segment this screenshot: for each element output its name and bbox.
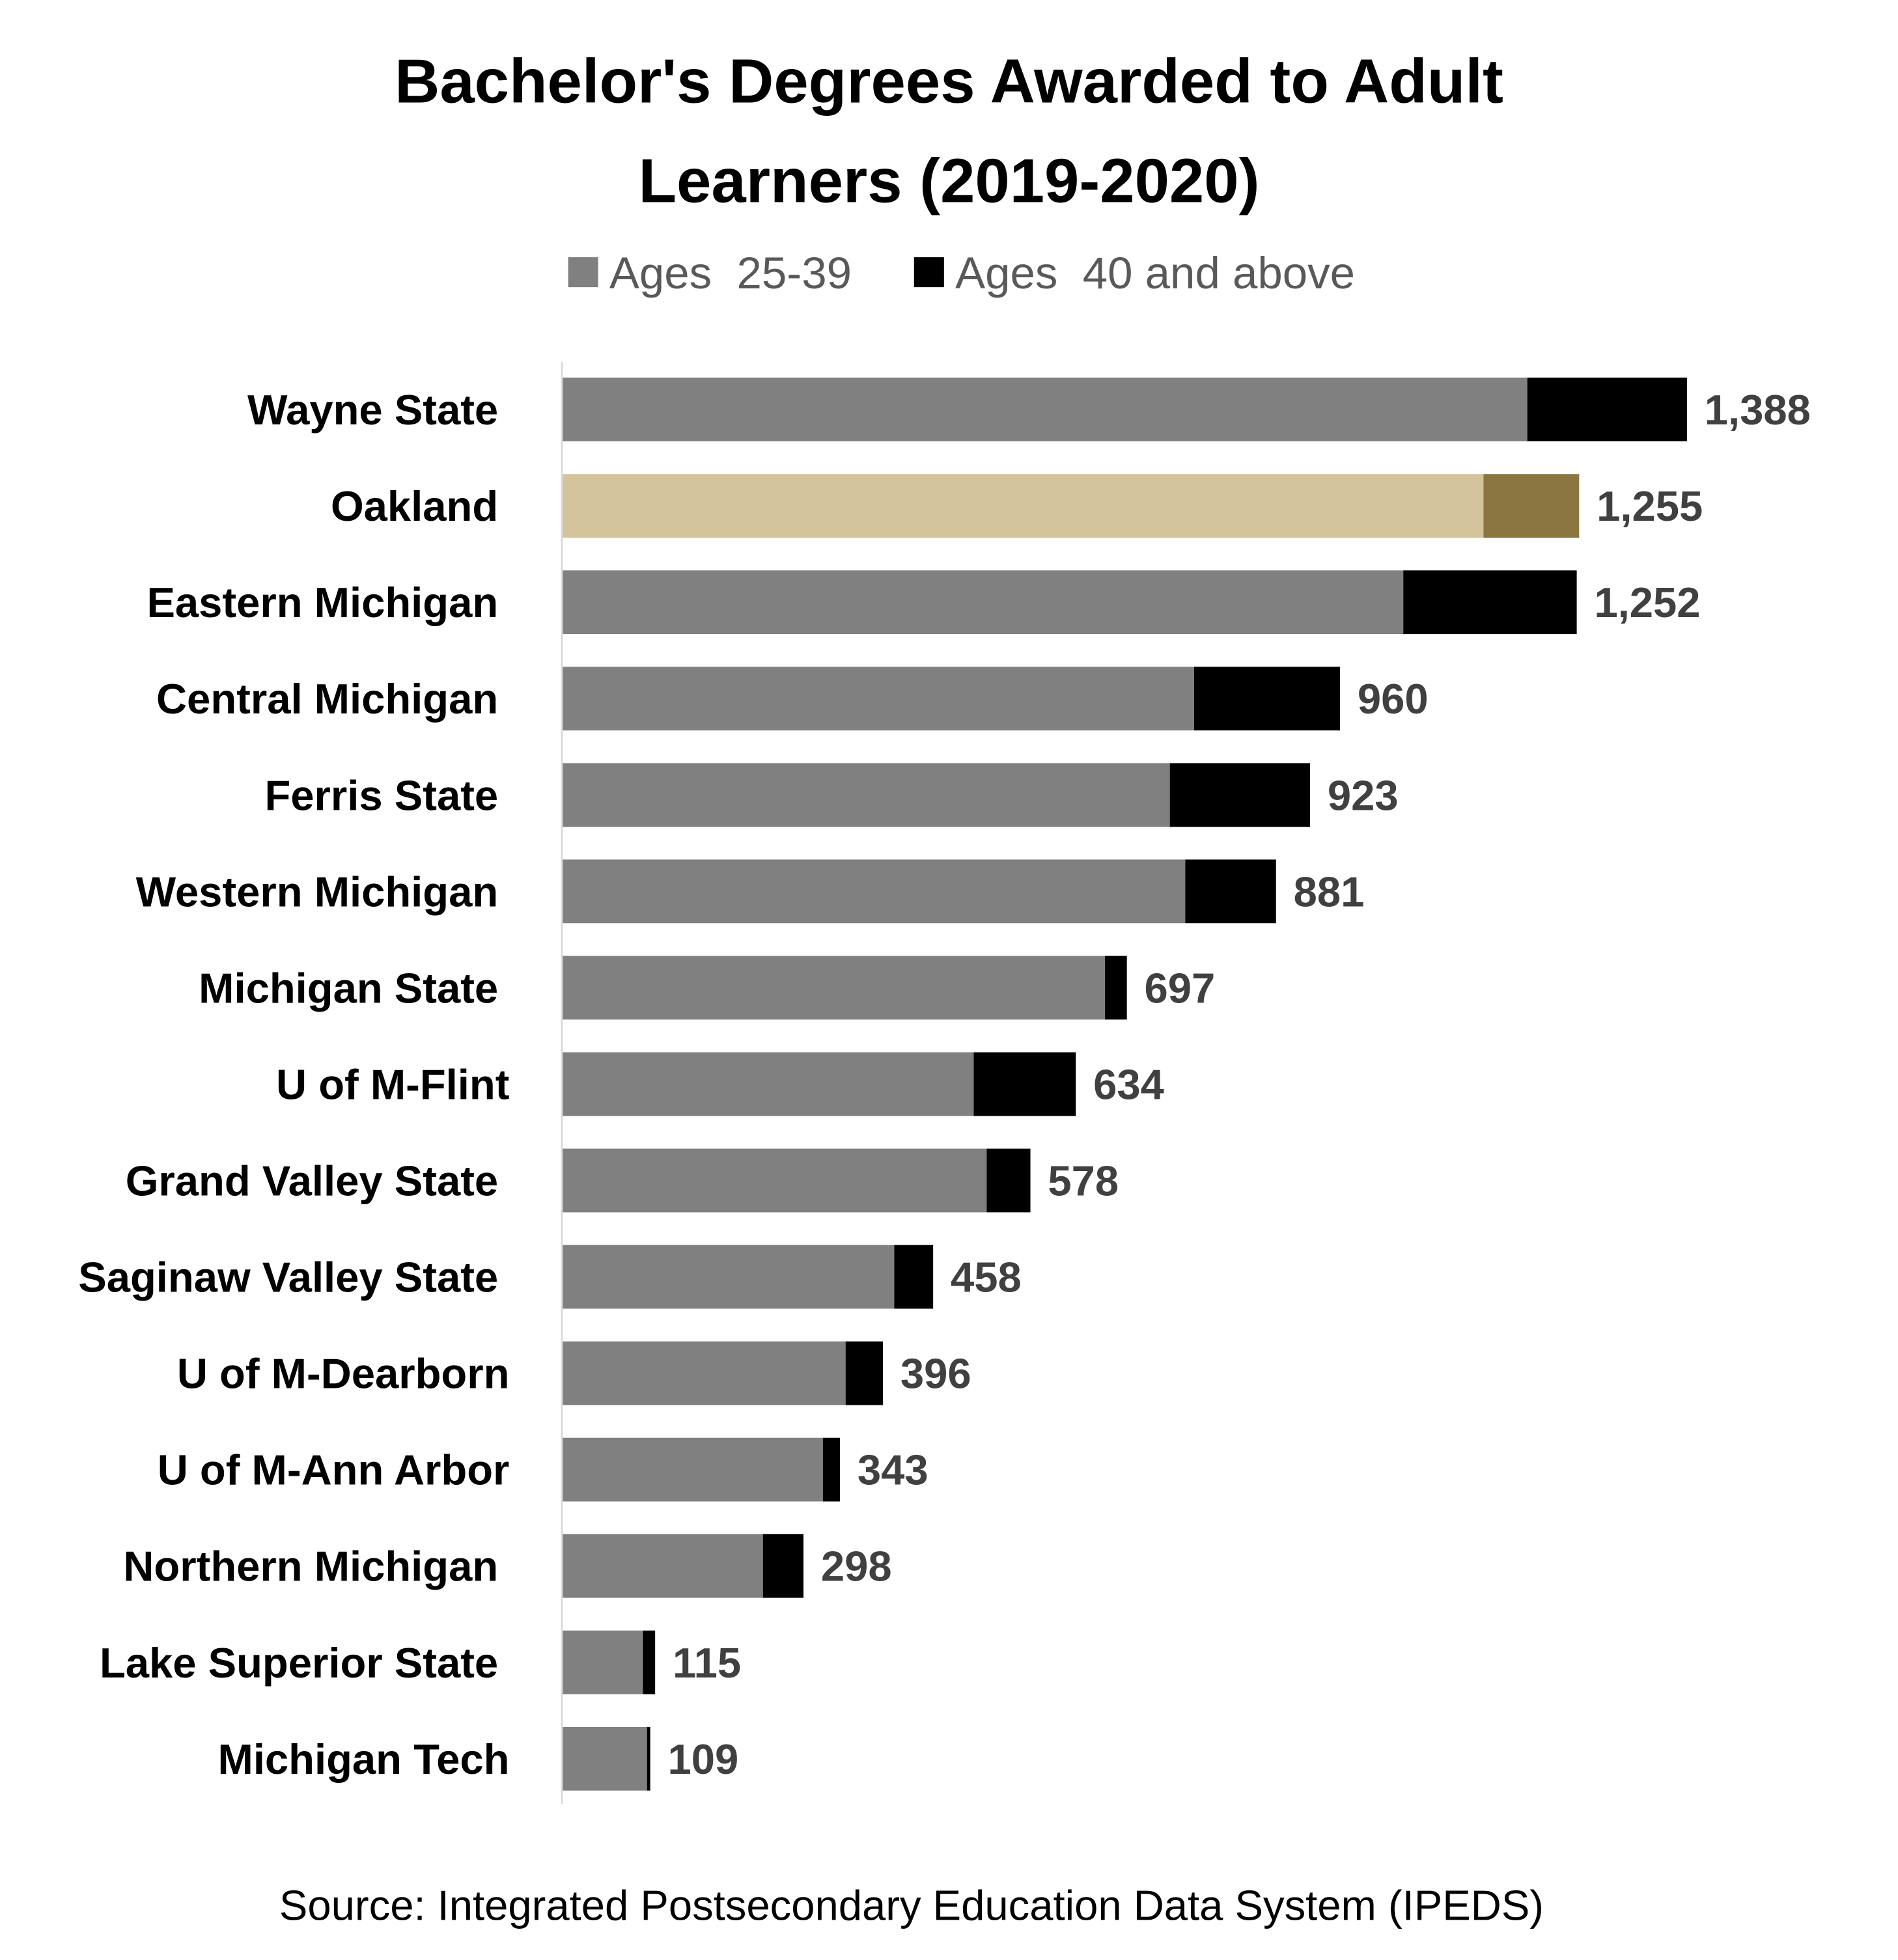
bar-lake-superior-state-ages-40-above <box>643 1630 656 1694</box>
value-label-ferris-state: 923 <box>1328 771 1399 819</box>
value-label-grand-valley-state: 578 <box>1048 1157 1119 1205</box>
chart-title-line-1: Bachelor's Degrees Awarded to Adult <box>395 46 1503 116</box>
value-label-saginaw-valley-state: 458 <box>951 1254 1022 1301</box>
value-label-oakland: 1,255 <box>1597 482 1703 530</box>
legend-swatch-ages-40-above <box>914 257 944 288</box>
bar-u-of-m-flint-ages-40-above <box>973 1052 1076 1116</box>
bar-saginaw-valley-state-ages-40-above <box>894 1245 934 1309</box>
category-label-u-of-m-dearborn: U of M-Dearborn <box>177 1350 510 1398</box>
category-label-michigan-tech: Michigan Tech <box>218 1735 510 1783</box>
bar-u-of-m-ann-arbor-ages-25-39 <box>561 1437 823 1502</box>
bar-western-michigan-ages-25-39 <box>561 859 1186 924</box>
category-label-ferris-state: Ferris State <box>264 771 498 819</box>
value-label-u-of-m-ann-arbor: 343 <box>858 1446 928 1494</box>
value-label-michigan-state: 697 <box>1145 964 1216 1012</box>
category-label-u-of-m-ann-arbor: U of M-Ann Arbor <box>158 1446 510 1494</box>
bar-ferris-state-ages-25-39 <box>561 763 1170 827</box>
value-label-u-of-m-flint: 634 <box>1093 1060 1164 1108</box>
category-label-central-michigan: Central Michigan <box>156 675 498 723</box>
value-label-michigan-tech: 109 <box>668 1735 739 1783</box>
category-label-wayne-state: Wayne State <box>247 386 498 434</box>
chart-title-line-2: Learners (2019-2020) <box>638 146 1259 216</box>
source-note: Source: Integrated Postsecondary Educati… <box>279 1882 1544 1929</box>
legend: Ages 25-39 Ages 40 and above <box>568 248 1355 298</box>
bars: Wayne State 1,388 Oakland 1,255 Eastern Mich… <box>78 378 1811 1791</box>
bar-lake-superior-state-ages-25-39 <box>561 1630 643 1694</box>
category-label-northern-michigan: Northern Michigan <box>123 1543 498 1590</box>
value-label-wayne-state: 1,388 <box>1705 386 1811 434</box>
bar-oakland-ages-40-above <box>1483 474 1580 538</box>
value-label-eastern-michigan: 1,252 <box>1594 579 1700 626</box>
bar-wayne-state-ages-40-above <box>1527 378 1687 441</box>
bar-grand-valley-state-ages-40-above <box>986 1148 1031 1213</box>
bar-central-michigan-ages-40-above <box>1194 667 1341 731</box>
value-label-u-of-m-dearborn: 396 <box>900 1350 971 1398</box>
bar-eastern-michigan-ages-40-above <box>1403 570 1577 635</box>
bar-northern-michigan-ages-25-39 <box>561 1534 763 1598</box>
category-label-eastern-michigan: Eastern Michigan <box>147 579 498 626</box>
value-label-western-michigan: 881 <box>1294 868 1365 915</box>
bar-u-of-m-dearborn-ages-40-above <box>845 1341 883 1405</box>
bar-northern-michigan-ages-40-above <box>762 1534 803 1598</box>
value-label-central-michigan: 960 <box>1358 675 1429 723</box>
bar-central-michigan-ages-25-39 <box>561 667 1195 731</box>
bar-u-of-m-ann-arbor-ages-40-above <box>822 1437 840 1502</box>
bar-michigan-tech-ages-40-above <box>647 1726 650 1791</box>
bar-michigan-state-ages-40-above <box>1105 956 1127 1020</box>
value-label-lake-superior-state: 115 <box>673 1639 741 1687</box>
legend-label-ages-40-above: Ages 40 and above <box>955 248 1355 298</box>
bar-western-michigan-ages-40-above <box>1185 859 1276 924</box>
legend-swatch-ages-25-39 <box>568 257 598 288</box>
bar-ferris-state-ages-40-above <box>1169 763 1311 827</box>
category-label-michigan-state: Michigan State <box>199 964 498 1012</box>
bar-u-of-m-dearborn-ages-25-39 <box>561 1341 846 1405</box>
bar-eastern-michigan-ages-25-39 <box>561 570 1404 635</box>
bar-michigan-tech-ages-25-39 <box>561 1726 647 1791</box>
category-label-saginaw-valley-state: Saginaw Valley State <box>78 1254 498 1301</box>
category-label-u-of-m-flint: U of M-Flint <box>276 1060 509 1108</box>
bar-grand-valley-state-ages-25-39 <box>561 1148 987 1213</box>
bar-michigan-state-ages-25-39 <box>561 956 1106 1020</box>
category-label-oakland: Oakland <box>331 482 498 530</box>
value-label-northern-michigan: 298 <box>821 1543 892 1590</box>
bar-oakland-ages-25-39 <box>561 474 1484 538</box>
category-label-lake-superior-state: Lake Superior State <box>100 1639 498 1687</box>
bar-saginaw-valley-state-ages-25-39 <box>561 1245 895 1309</box>
category-label-grand-valley-state: Grand Valley State <box>126 1157 498 1205</box>
bar-wayne-state-ages-25-39 <box>561 378 1528 441</box>
category-label-western-michigan: Western Michigan <box>136 868 499 915</box>
legend-label-ages-25-39: Ages 25-39 <box>609 248 852 298</box>
bar-u-of-m-flint-ages-25-39 <box>561 1052 974 1116</box>
